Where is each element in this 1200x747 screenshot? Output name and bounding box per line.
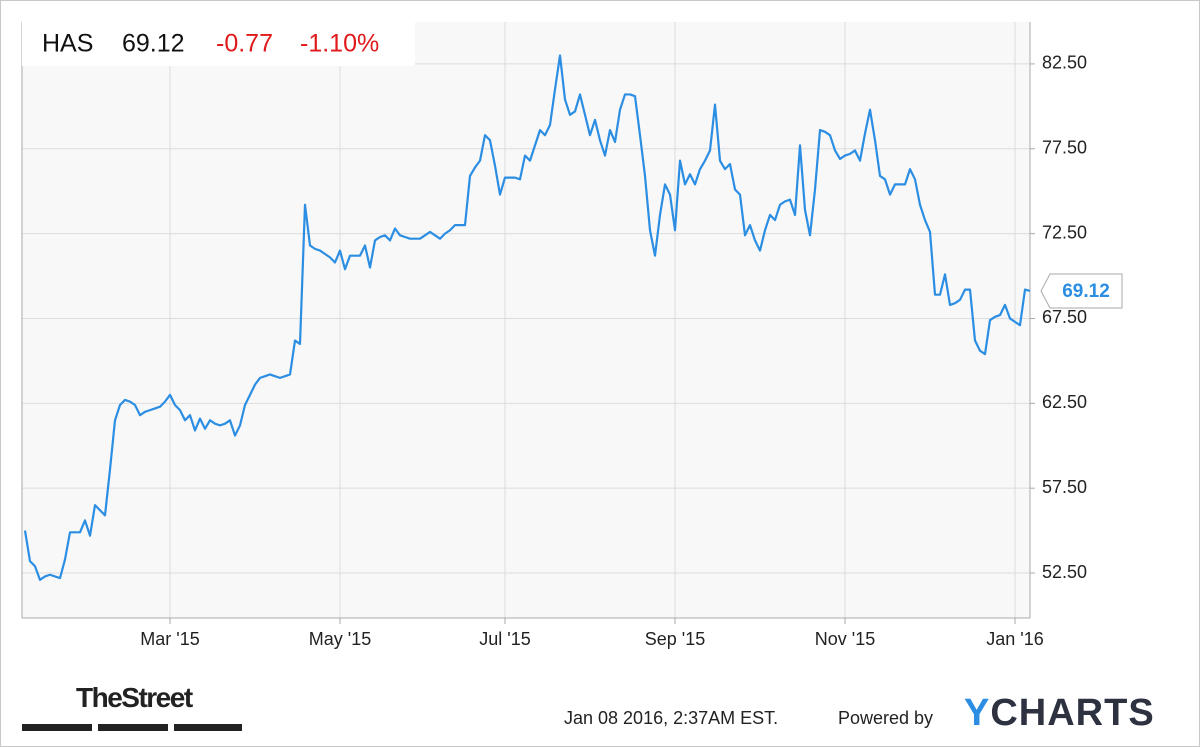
y-tick-label: 52.50 [1042, 562, 1087, 582]
x-tick-label: Jan '16 [986, 629, 1043, 649]
x-tick-label: Jul '15 [479, 629, 530, 649]
price: 69.12 [122, 30, 185, 58]
y-tick-label: 67.50 [1042, 307, 1087, 327]
plot-area [22, 22, 1030, 618]
price-line [23, 54, 1031, 581]
x-tick-label: Sep '15 [645, 629, 706, 649]
brand-logo: YCHARTS [964, 692, 1155, 734]
x-tick-label: Nov '15 [815, 629, 875, 649]
logo-bar [174, 724, 242, 731]
thestreet-bars [22, 724, 242, 731]
change: -0.77 [216, 30, 273, 58]
y-tick-label: 82.50 [1042, 53, 1087, 73]
x-tick-label: May '15 [309, 629, 371, 649]
change-percent: -1.10% [300, 30, 379, 58]
quote-box [22, 22, 415, 66]
last-price-callout [1040, 273, 1123, 309]
powered-by: Powered by [838, 708, 934, 728]
y-tick-label: 72.50 [1042, 222, 1087, 242]
logo-bar [22, 724, 92, 731]
last-price-label: 69.12 [1062, 281, 1110, 302]
x-tick-label: Mar '15 [140, 629, 199, 649]
source-logo: TheStreet [76, 682, 193, 713]
y-tick-label: 57.50 [1042, 477, 1087, 497]
ticker: HAS [42, 30, 93, 58]
y-tick-label: 62.50 [1042, 392, 1087, 412]
marks: 69.12 [23, 54, 1123, 581]
logo-bar [98, 724, 168, 731]
y-tick-label: 77.50 [1042, 138, 1087, 158]
timestamp: Jan 08 2016, 2:37AM EST. [564, 708, 779, 728]
